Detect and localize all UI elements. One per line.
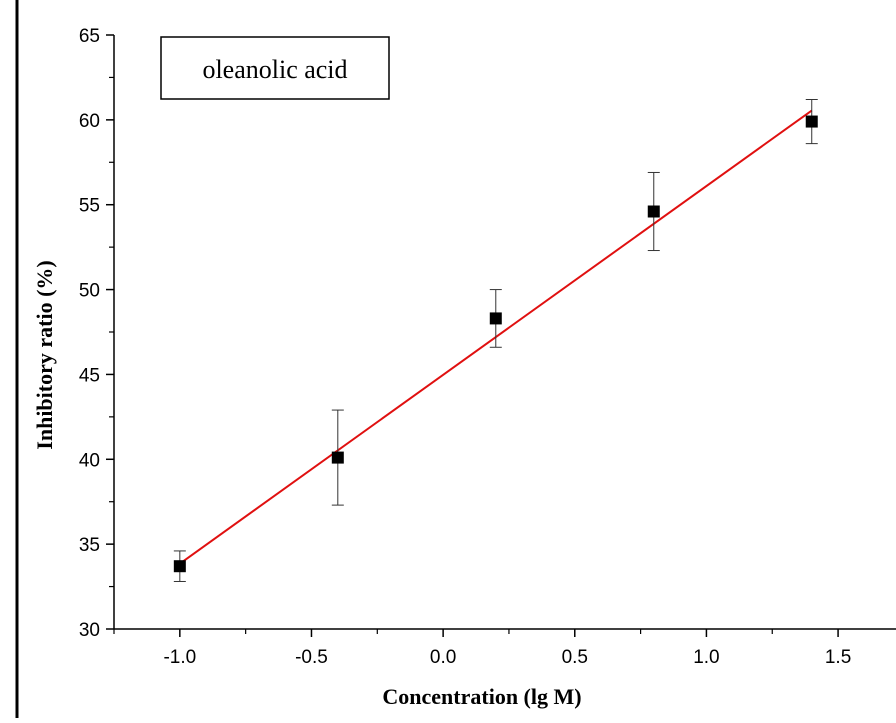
y-tick-label: 30	[79, 620, 100, 641]
data-point-marker	[489, 312, 502, 325]
y-tick-label: 35	[79, 535, 100, 556]
data-point-marker	[805, 115, 818, 128]
y-tick-label: 55	[79, 196, 100, 217]
data-point-marker	[331, 451, 344, 464]
y-tick-label: 65	[79, 26, 100, 47]
y-axis-ticks: 30 35 40 45 50 55 60 65	[79, 26, 114, 641]
data-points-layer	[173, 98, 818, 582]
x-axis-ticks: -1.0 -0.5 0.0 0.5 1.0 1.5	[113, 629, 851, 668]
y-tick-label: 50	[79, 281, 100, 302]
x-tick-label: -1.0	[163, 647, 196, 668]
data-point-marker	[647, 205, 660, 218]
x-tick-label: 1.0	[693, 647, 719, 668]
annotation-label: oleanolic acid	[202, 55, 347, 84]
annotation-box	[160, 36, 390, 100]
y-axis-title: Inhibitory ratio (%)	[32, 260, 57, 449]
y-tick-label: 45	[79, 365, 100, 386]
x-tick-label: 0.5	[562, 647, 588, 668]
x-axis-title: Concentration (lg M)	[382, 684, 581, 709]
x-tick-label: 0.0	[430, 647, 456, 668]
x-tick-label: 1.5	[825, 647, 851, 668]
y-tick-label: 60	[79, 111, 100, 132]
y-tick-label: 40	[79, 450, 100, 471]
data-point-marker	[173, 560, 186, 573]
x-tick-label: -0.5	[295, 647, 328, 668]
